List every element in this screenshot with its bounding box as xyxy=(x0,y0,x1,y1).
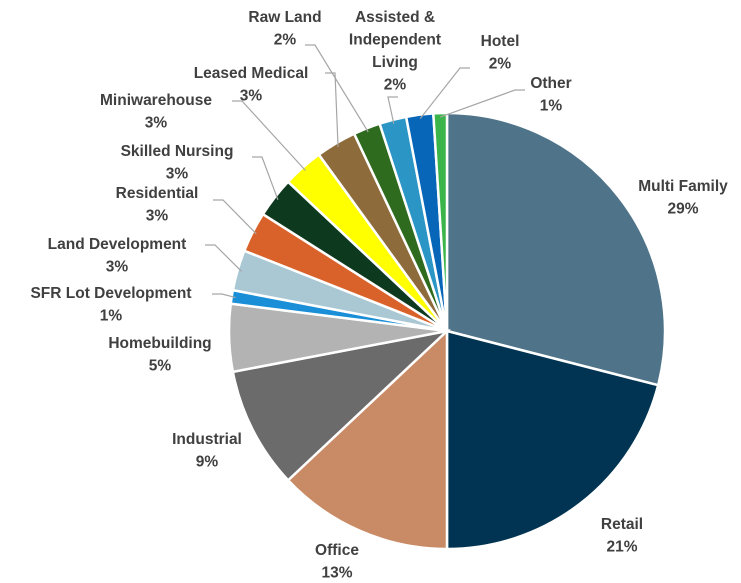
category-label: Residential xyxy=(116,185,199,202)
category-label: Miniwarehouse xyxy=(100,92,212,109)
leader-line xyxy=(213,199,257,235)
category-label: Skilled Nursing xyxy=(121,143,234,160)
value-label: 29% xyxy=(667,201,698,218)
category-label: Industrial xyxy=(172,431,242,448)
category-label: SFR Lot Development xyxy=(30,285,191,302)
value-label: 3% xyxy=(166,166,189,183)
leader-line xyxy=(440,89,525,118)
value-label: 2% xyxy=(274,32,297,49)
slice xyxy=(231,328,451,482)
category-label: Hotel xyxy=(481,33,520,50)
value-label: 3% xyxy=(240,88,263,105)
value-label: 3% xyxy=(106,259,129,276)
leader-line xyxy=(232,100,306,171)
value-label: 3% xyxy=(145,115,168,132)
value-label: 9% xyxy=(196,454,219,471)
category-label: Office xyxy=(315,542,359,559)
value-label: 2% xyxy=(489,56,512,73)
category-label: Raw Land xyxy=(248,9,321,26)
category-label-line: Living xyxy=(372,54,418,71)
slice xyxy=(445,111,667,387)
value-label: 5% xyxy=(149,358,172,375)
slice xyxy=(431,111,449,332)
value-label: 2% xyxy=(384,77,407,94)
value-label: 1% xyxy=(100,308,123,325)
slice xyxy=(286,328,449,551)
category-label: Other xyxy=(530,75,571,92)
category-label: Multi Family xyxy=(638,178,728,195)
category-label: Assisted & Independent Living xyxy=(349,9,441,71)
slice xyxy=(445,329,660,551)
leader-line xyxy=(252,156,279,201)
leader-line xyxy=(212,293,236,299)
category-label: Land Development xyxy=(48,236,187,253)
value-label: 3% xyxy=(146,208,169,225)
category-label: Leased Medical xyxy=(194,65,309,82)
leader-line xyxy=(205,244,242,272)
value-label: 21% xyxy=(606,539,637,556)
category-label: Retail xyxy=(601,516,643,533)
leader-line xyxy=(419,67,470,120)
category-label-line: Independent xyxy=(349,32,441,49)
category-label: Homebuilding xyxy=(108,335,211,352)
leader-line xyxy=(387,96,398,124)
value-label: 1% xyxy=(540,98,563,115)
category-label-line: Assisted & xyxy=(355,9,435,26)
leader-line xyxy=(325,72,339,147)
value-label: 13% xyxy=(321,565,352,582)
leader-line xyxy=(305,44,369,133)
